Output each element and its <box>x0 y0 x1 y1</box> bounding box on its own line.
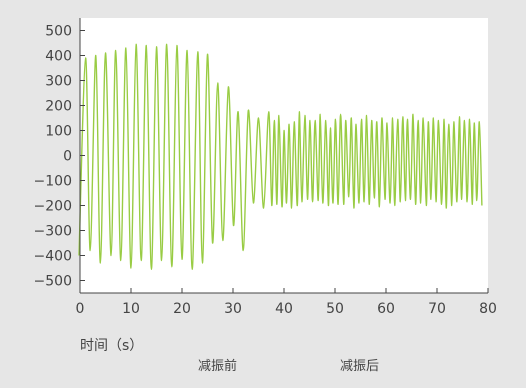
x-tick-label: 0 <box>76 301 85 317</box>
annotation-before: 减振前 <box>198 358 237 374</box>
x-tick-label: 40 <box>275 301 293 317</box>
x-tick-label: 60 <box>377 301 395 317</box>
y-tick-label: 400 <box>45 49 72 65</box>
x-tick-label: 30 <box>224 301 242 317</box>
y-tick-label: −400 <box>34 249 72 265</box>
x-tick-label: 20 <box>173 301 191 317</box>
y-tick-label: 0 <box>63 149 72 165</box>
y-tick-label: 200 <box>45 99 72 115</box>
y-tick-label: −200 <box>34 199 72 215</box>
y-tick-label: −100 <box>34 174 72 190</box>
y-tick-label: 300 <box>45 74 72 90</box>
y-tick-label: −300 <box>34 224 72 240</box>
x-axis-label: 时间（s） <box>80 338 143 354</box>
plot-area <box>80 18 488 293</box>
y-tick-label: 100 <box>45 124 72 140</box>
x-tick-label: 10 <box>122 301 140 317</box>
y-tick-layer: 500 400 300 200 100 0 −100 −200 −300 −400 −500 <box>34 24 85 290</box>
y-tick-label: −500 <box>34 274 72 290</box>
series-line <box>78 43 483 270</box>
y-tick-label: 500 <box>45 24 72 40</box>
x-tick-label: 70 <box>428 301 446 317</box>
series-layer <box>78 43 483 270</box>
x-tick-label: 80 <box>479 301 497 317</box>
x-tick-layer: 0 10 20 30 40 50 60 70 80 <box>76 288 497 317</box>
x-tick-label: 50 <box>326 301 344 317</box>
annotation-after: 减振后 <box>340 359 379 374</box>
